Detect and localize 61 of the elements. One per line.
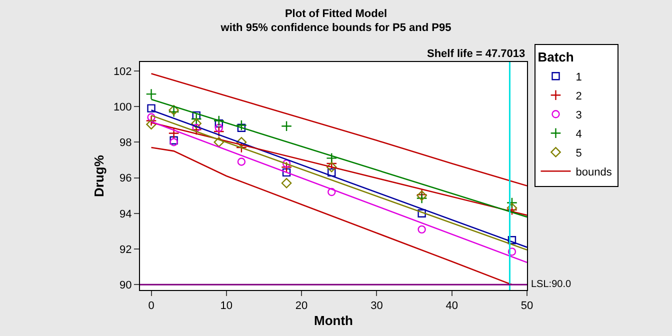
x-tick-label: 20: [295, 300, 308, 312]
y-tick-label: 100: [113, 101, 132, 114]
point: [416, 192, 428, 204]
x-tick-label: 0: [148, 300, 154, 312]
y-axis-title: Drug%: [91, 154, 106, 197]
text: Shelf life = 47.7013: [427, 48, 526, 60]
point: [326, 162, 337, 172]
point: [236, 142, 247, 153]
point: [418, 225, 426, 234]
point: [237, 124, 246, 132]
point: [190, 114, 202, 124]
point: [214, 137, 224, 148]
point: [326, 152, 338, 164]
point: [237, 158, 246, 166]
x-tick-label: 30: [370, 300, 383, 312]
point: [508, 236, 516, 244]
line-series: [150, 72, 527, 186]
line-series: [150, 146, 513, 286]
point: [214, 119, 223, 128]
legend-label: bounds: [576, 166, 612, 178]
point: [418, 209, 426, 218]
point: [213, 126, 224, 137]
point: [213, 115, 224, 126]
chart-subtitle: with 95% confidence bounds for P5 and P95: [220, 22, 452, 34]
x-tick-label: 50: [520, 300, 534, 312]
point: [192, 124, 200, 132]
point: [147, 113, 156, 122]
point: [281, 178, 292, 188]
y-tick-label: 94: [120, 208, 132, 220]
point: [236, 137, 247, 148]
y-tick-label: 98: [120, 137, 132, 150]
y-tick-label: 90: [120, 280, 132, 292]
y-tick-label: 102: [113, 66, 132, 78]
point: [214, 124, 223, 132]
point: [146, 119, 156, 130]
y-tick-label: 92: [120, 244, 132, 256]
legend-label: 2: [576, 90, 582, 102]
point: [282, 159, 291, 168]
point: [282, 168, 291, 177]
point: [191, 118, 202, 129]
point: [168, 128, 180, 139]
point: [508, 248, 516, 256]
ref-line-label: LSL:90.0: [531, 279, 572, 290]
legend-label: 3: [576, 109, 582, 122]
x-tick-label: 40: [446, 300, 458, 312]
legend-title: Batch: [538, 50, 574, 65]
point: [281, 120, 292, 132]
legend-label: 4: [576, 128, 582, 140]
point: [506, 197, 518, 208]
point: [147, 104, 156, 112]
x-tick-label: 10: [220, 300, 233, 312]
legend-label: 1: [576, 71, 582, 84]
point: [328, 168, 336, 177]
point: [328, 188, 336, 196]
legend-label: 5: [576, 147, 582, 160]
point: [281, 162, 292, 173]
point: [236, 120, 247, 131]
point: [190, 124, 202, 136]
y-tick-label: 96: [120, 172, 132, 185]
x-axis-title: Month: [314, 312, 354, 328]
chart-title: Plot of Fitted Model: [284, 8, 388, 20]
